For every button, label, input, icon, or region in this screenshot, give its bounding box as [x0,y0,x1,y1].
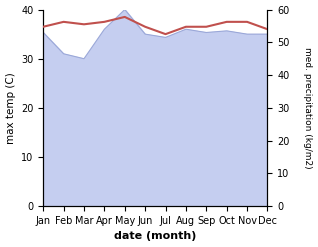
Y-axis label: med. precipitation (kg/m2): med. precipitation (kg/m2) [303,47,313,169]
Y-axis label: max temp (C): max temp (C) [5,72,16,144]
X-axis label: date (month): date (month) [114,231,197,242]
